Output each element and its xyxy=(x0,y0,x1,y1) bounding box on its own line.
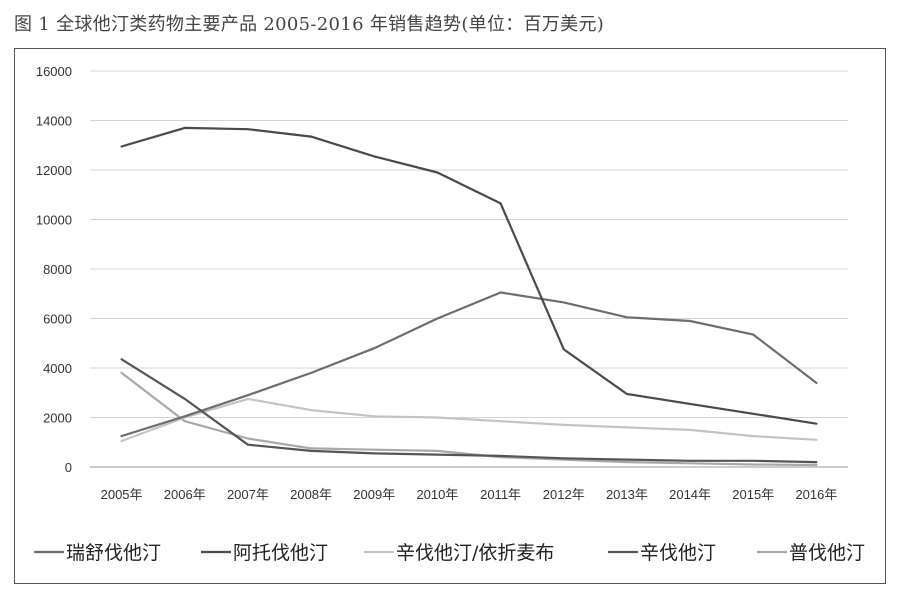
y-tick-label: 6000 xyxy=(43,312,72,327)
legend-label: 普伐他汀 xyxy=(789,542,865,564)
chart-frame xyxy=(14,48,886,584)
legend-label: 辛伐他汀 xyxy=(640,542,716,564)
series-line xyxy=(120,126,818,425)
x-tick-label: 2012年 xyxy=(543,487,585,502)
y-tick-label: 10000 xyxy=(36,213,72,228)
y-tick-label: 2000 xyxy=(43,411,72,426)
y-tick-label: 0 xyxy=(65,460,72,475)
y-tick-label: 12000 xyxy=(36,163,72,178)
series-line xyxy=(120,371,818,467)
x-tick-label: 2006年 xyxy=(164,487,206,502)
x-tick-label: 2010年 xyxy=(416,487,458,502)
y-tick-label: 14000 xyxy=(36,114,72,129)
series-line xyxy=(120,291,818,438)
legend-label: 阿托伐他汀 xyxy=(233,542,328,564)
series-line xyxy=(120,397,818,443)
series-line xyxy=(120,358,818,464)
x-tick-label: 2008年 xyxy=(290,487,332,502)
figure-title: 图 1 全球他汀类药物主要产品 2005-2016 年销售趋势(单位：百万美元) xyxy=(14,14,605,35)
x-tick-label: 2014年 xyxy=(669,487,711,502)
x-tick-label: 2016年 xyxy=(795,487,837,502)
y-tick-label: 16000 xyxy=(36,64,72,79)
x-tick-label: 2007年 xyxy=(227,487,269,502)
x-tick-label: 2005年 xyxy=(101,487,143,502)
x-tick-label: 2015年 xyxy=(732,487,774,502)
x-tick-label: 2013年 xyxy=(606,487,648,502)
y-tick-label: 8000 xyxy=(43,262,72,277)
gridlines xyxy=(90,70,848,468)
legend: 瑞舒伐他汀 阿托伐他汀 辛伐他汀/依折麦布 辛伐他汀 普伐他汀 xyxy=(34,542,865,564)
y-axis-ticks: 0 2000 4000 6000 8000 10000 12000 14000 16000 xyxy=(36,64,72,475)
x-tick-label: 2011年 xyxy=(480,487,521,502)
legend-label: 瑞舒伐他汀 xyxy=(66,542,161,564)
legend-label: 辛伐他汀/依折麦布 xyxy=(396,542,554,564)
x-tick-label: 2009年 xyxy=(353,487,395,502)
y-tick-label: 4000 xyxy=(43,361,72,376)
x-axis-ticks: 2005年 2006年 2007年 2008年 2009年 2010年 2011年 2012年… xyxy=(101,487,838,502)
series-lines xyxy=(120,126,818,467)
